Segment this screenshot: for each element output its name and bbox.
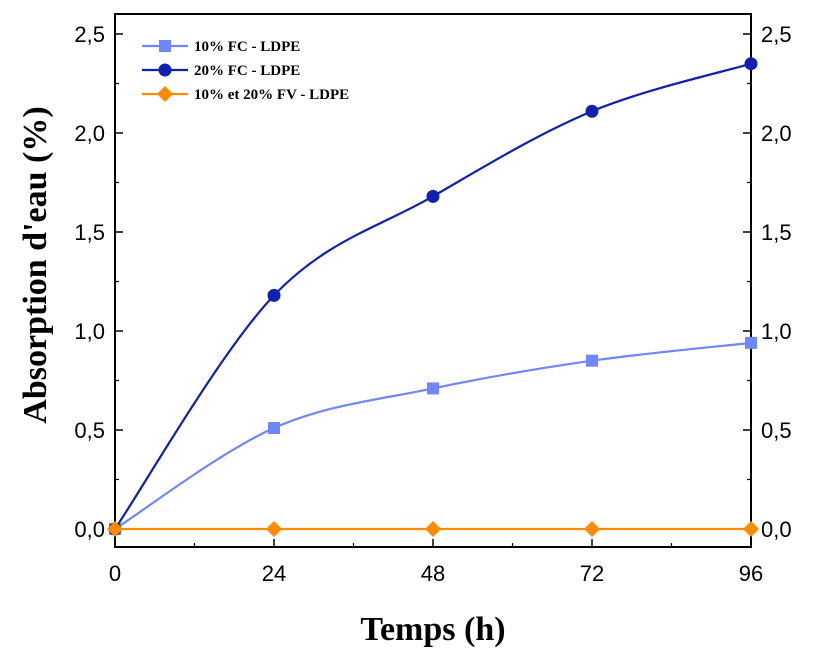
series-layer — [107, 57, 759, 537]
data-point — [268, 422, 280, 435]
y-right-tick-label: 2,0 — [761, 121, 792, 146]
data-point — [743, 521, 759, 537]
data-point — [745, 336, 757, 349]
y-axis-title: Absorption d'eau (%) — [17, 106, 54, 423]
data-point — [426, 189, 440, 203]
y-tick-label: 2,5 — [74, 22, 105, 47]
y-tick-label: 1,5 — [74, 220, 105, 245]
axes: 0 24 48 72 96 0,0 0,0 0,5 0,5 1,0 1,0 1,5 1,5 2,0 2,0 2… — [74, 22, 791, 586]
series-2 — [108, 57, 758, 536]
data-point — [267, 288, 281, 302]
series-line — [114, 62, 752, 530]
legend-item: 10% et 20% FV - LDPE — [142, 86, 349, 103]
series-line — [114, 341, 752, 530]
y-right-tick-label: 1,0 — [761, 319, 792, 344]
legend-label: 20% FC - LDPE — [194, 63, 300, 79]
data-point — [744, 57, 758, 71]
y-tick-label: 2,0 — [74, 121, 105, 146]
data-point — [586, 354, 598, 367]
legend-swatch-marker — [157, 86, 173, 102]
legend-label: 10% FC - LDPE — [194, 39, 300, 55]
data-point — [266, 521, 282, 537]
y-right-tick-label: 2,5 — [761, 22, 792, 47]
y-right-tick-label: 1,5 — [761, 220, 792, 245]
data-point — [425, 521, 441, 537]
y-tick-label: 0,0 — [74, 517, 105, 542]
legend: 10% FC - LDPE 20% FC - LDPE 10% et 20% FV … — [142, 39, 349, 103]
y-tick-label: 1,0 — [74, 319, 105, 344]
data-point — [584, 521, 600, 537]
legend-swatch-marker — [158, 63, 172, 77]
legend-item: 20% FC - LDPE — [142, 63, 300, 79]
x-tick-label: 24 — [262, 561, 286, 586]
legend-item: 10% FC - LDPE — [142, 39, 300, 55]
x-tick-label: 48 — [421, 561, 445, 586]
x-tick-label: 96 — [739, 561, 763, 586]
legend-swatch-marker — [159, 40, 171, 52]
data-point — [427, 382, 439, 395]
x-axis-title: Temps (h) — [360, 611, 505, 648]
y-right-tick-label: 0,0 — [761, 517, 792, 542]
series-1 — [109, 336, 757, 535]
y-right-tick-label: 0,5 — [761, 418, 792, 443]
data-point — [585, 104, 599, 118]
series-3 — [107, 521, 759, 537]
x-tick-label: 0 — [109, 561, 121, 586]
data-point — [107, 521, 123, 537]
x-tick-label: 72 — [580, 561, 604, 586]
y-tick-label: 0,5 — [74, 418, 105, 443]
legend-label: 10% et 20% FV - LDPE — [194, 87, 349, 103]
